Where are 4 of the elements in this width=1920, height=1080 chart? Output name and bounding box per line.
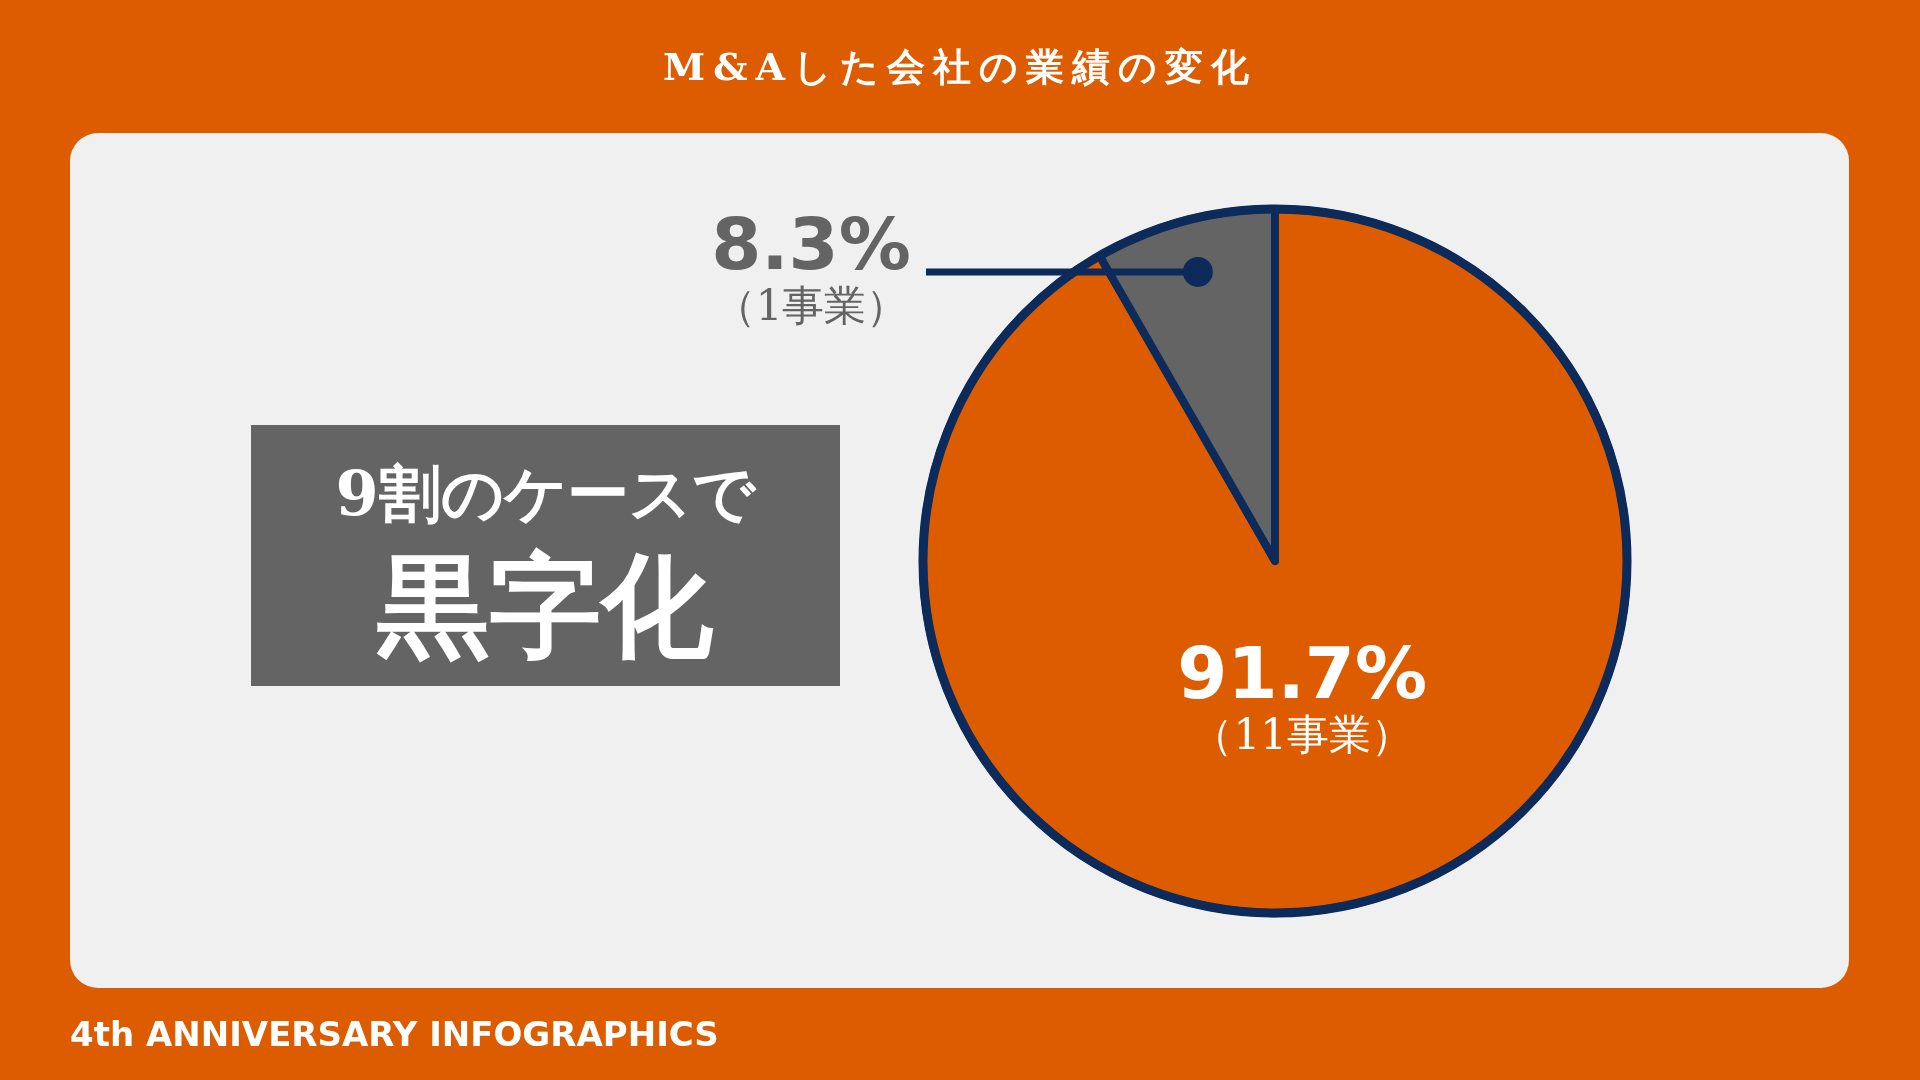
slice-label: （11事業） (1191, 710, 1413, 760)
text: 9割のケースで黒字化 (335, 457, 757, 671)
chart-title: M&Aした会社の業績の変化 (663, 44, 1257, 89)
text: 4th ANNIVERSARY INFOGRAPHICS (70, 1014, 719, 1054)
